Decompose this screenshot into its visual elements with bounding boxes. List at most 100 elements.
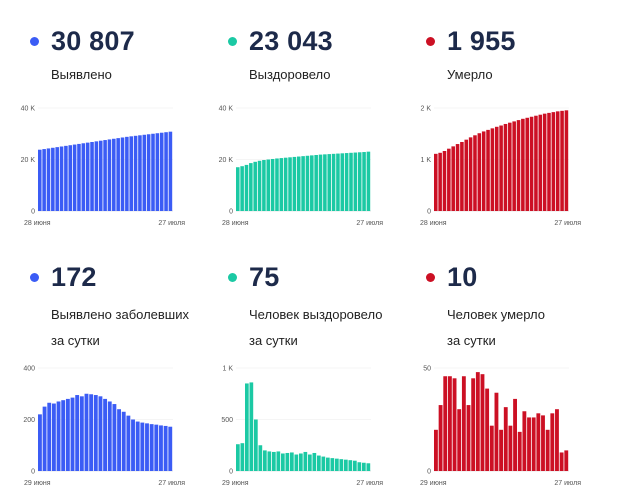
- bar: [270, 158, 275, 211]
- bar: [344, 153, 349, 211]
- bar: [299, 453, 303, 471]
- bar: [331, 153, 336, 211]
- y-tick-label: 0: [229, 209, 233, 216]
- bar: [357, 462, 362, 471]
- bar: [312, 452, 317, 471]
- bar: [348, 460, 353, 471]
- y-tick-label: 200: [23, 417, 35, 424]
- bar: [46, 148, 51, 211]
- bar: [536, 413, 541, 471]
- bar: [126, 415, 131, 471]
- bar: [257, 160, 262, 211]
- bar: [559, 452, 564, 471]
- bar: [263, 450, 267, 471]
- bar: [236, 444, 240, 471]
- bar: [65, 398, 70, 471]
- cases-daily-label-line-1: за сутки: [51, 333, 100, 348]
- x-start-label: 28 июня: [24, 220, 51, 227]
- cases-daily-label-line-0: Выявлено заболевших: [51, 307, 189, 322]
- bar: [464, 139, 469, 211]
- bar: [294, 454, 299, 471]
- bar: [138, 135, 142, 211]
- x-start-label: 29 июня: [24, 480, 51, 487]
- bar: [499, 125, 503, 211]
- bar: [90, 141, 94, 211]
- y-tick-label: 20 K: [21, 157, 36, 164]
- x-start-label: 28 июня: [222, 220, 249, 227]
- bar: [283, 157, 288, 211]
- bar: [290, 452, 294, 471]
- bar: [527, 417, 531, 471]
- bar: [490, 128, 495, 211]
- cases-total-dot: [30, 37, 39, 46]
- bar: [508, 425, 513, 471]
- bar: [538, 114, 543, 211]
- bar: [434, 429, 438, 471]
- bar: [61, 400, 66, 471]
- bar: [79, 396, 84, 471]
- bar: [275, 158, 279, 211]
- bar: [267, 451, 272, 471]
- bar: [236, 167, 240, 211]
- bar: [116, 138, 120, 211]
- bar: [262, 160, 266, 211]
- y-tick-label: 0: [31, 469, 35, 476]
- bar: [77, 143, 81, 211]
- bar: [159, 132, 164, 211]
- bar: [103, 398, 108, 471]
- bar: [494, 392, 499, 471]
- bar: [503, 123, 508, 211]
- bar: [447, 148, 451, 211]
- bar: [81, 143, 86, 211]
- deaths-daily-label-line-1: за сутки: [447, 333, 496, 348]
- bar: [468, 137, 473, 211]
- bar: [253, 161, 257, 211]
- bar: [555, 111, 560, 211]
- bar: [517, 431, 522, 471]
- bar: [477, 133, 482, 211]
- bar: [564, 110, 569, 211]
- recovered-daily-label-line-1: за сутки: [249, 333, 298, 348]
- bar: [131, 419, 135, 471]
- bar: [240, 166, 244, 211]
- bar: [72, 144, 77, 211]
- bar: [451, 146, 455, 211]
- bar: [516, 120, 521, 211]
- y-tick-label: 0: [31, 209, 35, 216]
- bar: [508, 122, 512, 211]
- bar: [457, 409, 462, 471]
- bar: [438, 405, 443, 471]
- bar: [64, 145, 68, 211]
- recovered-daily-value: 75: [249, 262, 280, 292]
- bar: [103, 140, 107, 211]
- bar: [164, 132, 168, 211]
- recovered-daily-label-line-0: Человек выздоровело: [249, 307, 383, 322]
- bar: [89, 394, 94, 471]
- deaths-total-value: 1 955: [447, 26, 516, 56]
- bar: [301, 156, 305, 211]
- bar: [244, 164, 249, 211]
- bar: [146, 134, 151, 211]
- bar: [323, 154, 327, 211]
- bar: [133, 135, 138, 211]
- bar: [120, 137, 125, 211]
- bar: [145, 423, 149, 471]
- bar: [314, 154, 318, 211]
- cases-daily-dot: [30, 273, 39, 282]
- bar: [529, 116, 534, 211]
- bar: [353, 460, 357, 471]
- y-tick-label: 1 K: [420, 157, 431, 164]
- bar: [545, 429, 550, 471]
- deaths-daily-dot: [426, 273, 435, 282]
- bar: [317, 455, 321, 471]
- x-start-label: 29 июня: [222, 480, 249, 487]
- bar: [107, 139, 112, 211]
- bar: [489, 425, 494, 471]
- bar: [486, 129, 490, 211]
- bar: [522, 411, 527, 471]
- x-end-label: 27 июля: [158, 480, 185, 487]
- cases-total-label-line-0: Выявлено: [51, 67, 112, 82]
- bar: [327, 154, 332, 211]
- x-end-label: 27 июля: [554, 220, 581, 227]
- bar: [475, 372, 480, 471]
